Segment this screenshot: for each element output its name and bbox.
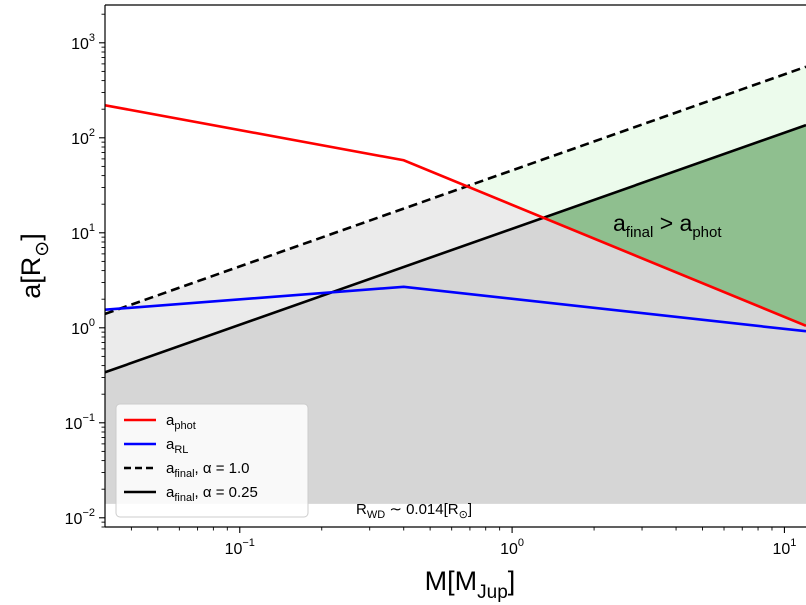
x-tick-base: 10	[772, 541, 790, 558]
legend-label-base: a	[166, 484, 175, 501]
y-tick-label: 10−1	[65, 412, 95, 433]
x-tick-label: 100	[500, 537, 524, 558]
y-tick-exp: −2	[82, 507, 95, 519]
y-tick-base: 10	[65, 511, 83, 528]
annotation-a-final-gt-a-phot: afinal > aphot	[613, 210, 722, 241]
y-axis-label-tail: ]	[16, 233, 46, 241]
x-axis-label-sub: Jup	[477, 582, 508, 603]
x-tick-label: 101	[772, 537, 796, 558]
x-axis-label-base: M[M	[425, 566, 477, 596]
legend-label-a-final-025: afinal, α = 0.25	[166, 484, 258, 504]
series-line-a-phot	[105, 103, 806, 327]
rwd-tail: ∼ 0.014[R	[385, 501, 459, 518]
x-tick-exp: −1	[242, 537, 255, 549]
annotation-mid: > a	[653, 210, 692, 236]
x-tick-base: 10	[500, 541, 518, 558]
legend-label-a-phot: aphot	[166, 412, 196, 432]
legend-label-tail: , α = 0.25	[195, 484, 258, 501]
legend-label-base: a	[166, 460, 175, 477]
rwd-base: R	[356, 501, 367, 518]
legend-box	[115, 403, 309, 518]
legend-label-base: a	[166, 436, 175, 453]
annotation-sub2: phot	[692, 224, 722, 241]
y-tick-exp: 0	[89, 317, 95, 329]
legend-label-sub: final	[174, 468, 194, 480]
y-tick-label: 103	[71, 32, 95, 53]
legend-label-a-final-1: afinal, α = 1.0	[166, 460, 250, 480]
y-tick-exp: −1	[82, 412, 95, 424]
y-tick-label: 101	[71, 222, 95, 243]
y-tick-exp: 1	[89, 222, 95, 234]
y-tick-base: 10	[71, 131, 89, 148]
y-tick-label: 100	[71, 317, 95, 338]
legend-label-sub: final	[174, 492, 194, 504]
series-line-a-final-1	[105, 65, 806, 316]
y-tick-base: 10	[65, 416, 83, 433]
rwd-tail2: ]	[468, 501, 472, 518]
green-region	[546, 125, 806, 326]
x-axis-label-tail: ]	[508, 566, 516, 596]
annotation-sub1: final	[626, 224, 654, 241]
x-tick-label: 10−1	[225, 537, 255, 558]
annotation-r-wd: RWD ∼ 0.014[R⊙]	[356, 501, 472, 521]
x-tick-exp: 0	[518, 537, 524, 549]
y-tick-base: 10	[71, 36, 89, 53]
legend-label-base: a	[166, 412, 175, 429]
y-tick-exp: 3	[89, 32, 95, 44]
series-line-a-rl	[105, 285, 806, 333]
rwd-sub: WD	[367, 509, 385, 521]
series-line-a-final-025	[105, 123, 806, 374]
legend-label-sub: phot	[174, 420, 195, 432]
y-tick-label: 102	[71, 127, 95, 148]
y-tick-base: 10	[71, 321, 89, 338]
y-tick-exp: 2	[89, 127, 95, 139]
y-axis-label: a[R⊙]	[16, 233, 53, 298]
x-tick-base: 10	[225, 541, 243, 558]
x-tick-exp: 1	[790, 537, 796, 549]
legend-label-tail: , α = 1.0	[195, 460, 250, 477]
y-axis-label-sub: ⊙	[32, 241, 53, 257]
legend-label-a-rl: aRL	[166, 436, 188, 456]
x-axis-label: M[MJup]	[425, 566, 516, 603]
light-green-region	[469, 66, 806, 218]
annotation-base: a	[613, 210, 626, 236]
y-axis-label-base: a[R	[16, 257, 46, 299]
rwd-sub2: ⊙	[459, 509, 468, 521]
y-tick-label: 10−2	[65, 507, 95, 528]
y-tick-base: 10	[71, 226, 89, 243]
legend-label-sub: RL	[174, 444, 188, 456]
